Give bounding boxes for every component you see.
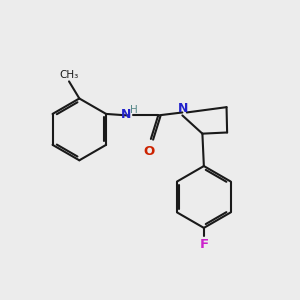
Text: CH₃: CH₃: [59, 70, 79, 80]
Text: O: O: [144, 145, 155, 158]
Text: N: N: [121, 108, 131, 121]
Text: N: N: [178, 102, 188, 115]
Text: F: F: [199, 238, 208, 251]
Text: H: H: [130, 105, 138, 115]
